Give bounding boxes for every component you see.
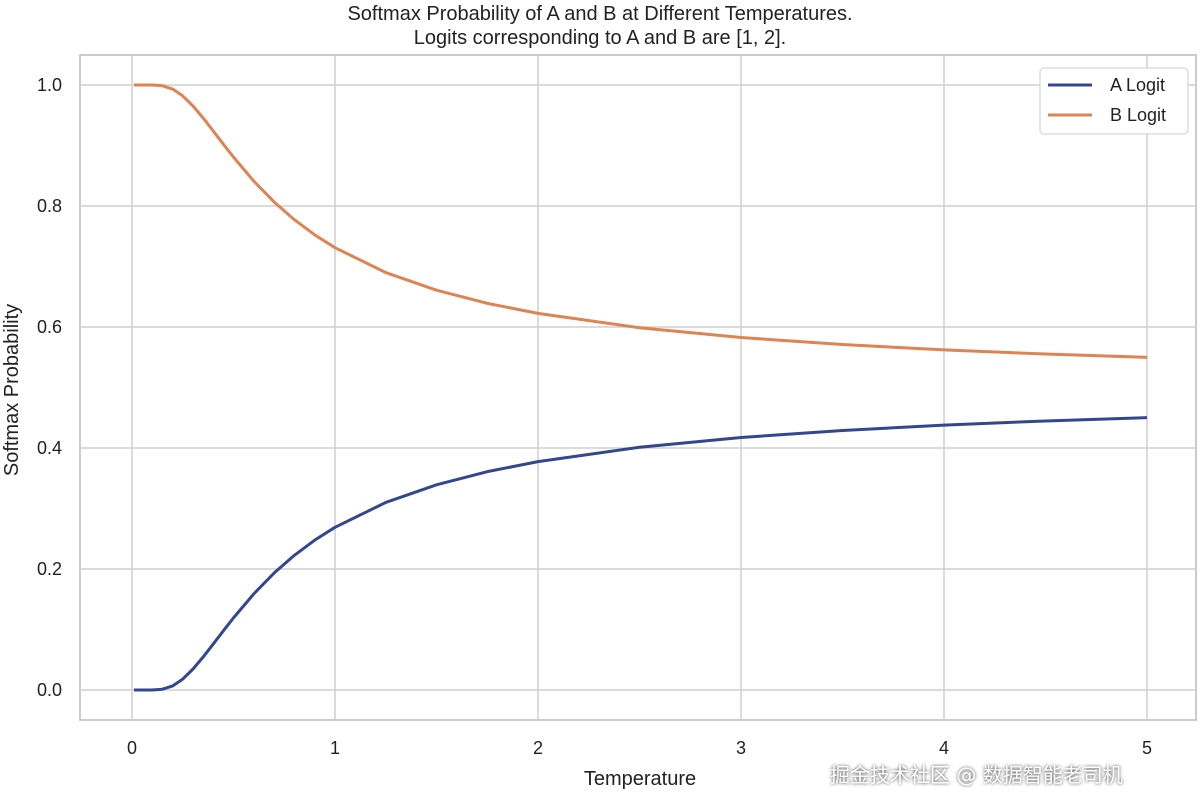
legend-label: A Logit	[1110, 75, 1165, 95]
x-tick-label: 5	[1142, 738, 1152, 758]
legend-label: B Logit	[1110, 105, 1166, 125]
y-tick-label: 0.2	[37, 559, 62, 579]
x-tick-label: 2	[533, 738, 543, 758]
x-axis-label: Temperature	[584, 768, 696, 790]
y-tick-label: 0.4	[37, 438, 62, 458]
y-tick-label: 0.0	[37, 680, 62, 700]
x-tick-label: 1	[330, 738, 340, 758]
y-tick-label: 0.8	[37, 196, 62, 216]
x-tick-label: 4	[939, 738, 949, 758]
x-tick-label: 3	[736, 738, 746, 758]
y-tick-label: 0.6	[37, 317, 62, 337]
chart-title-line-1: Softmax Probability of A and B at Differ…	[347, 3, 852, 25]
chart-title-line-2: Logits corresponding to A and B are [1, …	[414, 27, 786, 49]
x-tick-label: 0	[127, 738, 137, 758]
watermark: 掘金技术社区 @ 数据智能老司机	[830, 763, 1123, 787]
y-tick-label: 1.0	[37, 75, 62, 95]
series-line-a	[134, 416, 1148, 692]
plot-frame	[79, 54, 1197, 721]
series-line-b	[134, 83, 1148, 359]
y-axis-label: Softmax Probability	[1, 304, 23, 476]
legend: A Logit B Logit	[1039, 67, 1189, 135]
